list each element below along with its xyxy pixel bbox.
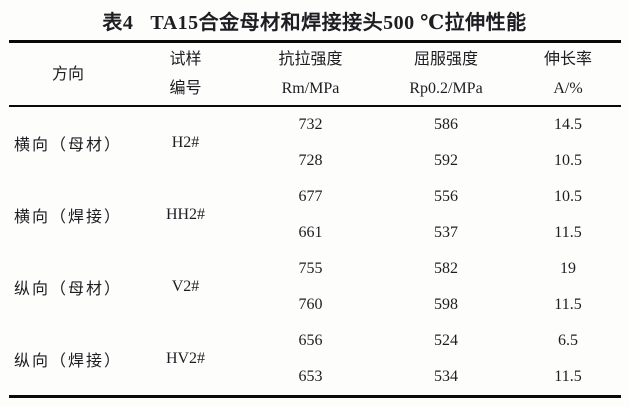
table-row: 横向（母材） H2# 732 586 14.5 — [9, 106, 621, 154]
rp-value-cell: 592 — [434, 152, 458, 169]
rm-value-cell: 661 — [298, 224, 323, 241]
column-header-elongation: 伸长率 A/% — [515, 41, 621, 107]
a-value-cell: 11.5 — [554, 296, 582, 313]
rp-value-cell: 537 — [434, 224, 458, 241]
header-line: Rp0.2/MPa — [409, 80, 483, 97]
a-value-cell: 19 — [560, 260, 576, 277]
table-caption-text: TA15合金母材和焊接接头500 ℃拉伸性能 — [150, 11, 527, 34]
a-value-cell: 11.5 — [554, 368, 582, 385]
a-value-cell: 14.5 — [554, 116, 582, 133]
column-header-specimen: 试样 编号 — [127, 41, 244, 107]
table-row: 661 537 11.5 — [9, 215, 621, 251]
rm-value-cell: 656 — [298, 332, 323, 349]
a-value-cell: 11.5 — [554, 224, 582, 241]
specimen-cell: HH2# — [165, 206, 206, 223]
column-header-direction: 方向 — [9, 41, 127, 107]
rp-value-cell: 598 — [434, 296, 458, 313]
rm-value-cell: 728 — [298, 152, 323, 169]
header-line: A/% — [553, 80, 583, 97]
rm-value-cell: 760 — [298, 296, 323, 313]
rp-value-cell: 534 — [434, 368, 458, 385]
rm-value-cell: 677 — [298, 188, 323, 205]
rp-value-cell: 524 — [434, 332, 458, 349]
column-header-tensile-strength: 抗拉强度 Rm/MPa — [244, 41, 377, 107]
a-value-cell: 10.5 — [554, 188, 582, 205]
table-row: 760 598 11.5 — [9, 287, 621, 323]
header-line: Rm/MPa — [281, 80, 340, 97]
tensile-properties-table: 方向 试样 编号 抗拉强度 Rm/MPa 屈服强度 Rp0.2/MPa 伸长率 … — [9, 40, 621, 398]
column-header-yield-strength: 屈服强度 Rp0.2/MPa — [377, 41, 515, 107]
specimen-cell: V2# — [171, 278, 200, 295]
specimen-cell: H2# — [171, 134, 200, 151]
direction-cell: 横向（焊接） — [13, 209, 122, 226]
header-line: 屈服强度 — [413, 51, 478, 68]
table-row: 纵向（母材） V2# 755 582 19 — [9, 251, 621, 298]
rm-value-cell: 755 — [298, 260, 323, 277]
table-body: 横向（母材） H2# 732 586 14.5 728 592 10.5 横向（… — [9, 106, 621, 397]
a-value-cell: 6.5 — [558, 332, 578, 349]
table-row: 653 534 11.5 — [9, 359, 621, 397]
table-header: 方向 试样 编号 抗拉强度 Rm/MPa 屈服强度 Rp0.2/MPa 伸长率 … — [9, 41, 621, 107]
table-caption: 表4 TA15合金母材和焊接接头500 ℃拉伸性能 — [0, 0, 629, 40]
specimen-cell: HV2# — [165, 350, 206, 367]
header-line: 试样 — [169, 51, 202, 68]
direction-cell: 纵向（母材） — [13, 281, 122, 298]
rp-value-cell: 556 — [434, 188, 458, 205]
table-row: 728 592 10.5 — [9, 143, 621, 179]
a-value-cell: 10.5 — [554, 152, 582, 169]
direction-cell: 横向（母材） — [13, 137, 122, 154]
header-line: 伸长率 — [543, 51, 592, 68]
rp-value-cell: 586 — [434, 116, 458, 133]
table-caption-number: 表4 — [102, 11, 134, 34]
rm-value-cell: 732 — [298, 116, 323, 133]
header-line: 编号 — [169, 80, 202, 97]
direction-cell: 纵向（焊接） — [13, 353, 122, 370]
table-row: 横向（焊接） HH2# 677 556 10.5 — [9, 179, 621, 226]
header-line: 抗拉强度 — [278, 51, 343, 68]
rm-value-cell: 653 — [298, 368, 323, 385]
rp-value-cell: 582 — [434, 260, 458, 277]
table-row: 纵向（焊接） HV2# 656 524 6.5 — [9, 323, 621, 370]
header-line: 方向 — [51, 65, 84, 83]
header-row: 方向 试样 编号 抗拉强度 Rm/MPa 屈服强度 Rp0.2/MPa 伸长率 … — [9, 41, 621, 107]
